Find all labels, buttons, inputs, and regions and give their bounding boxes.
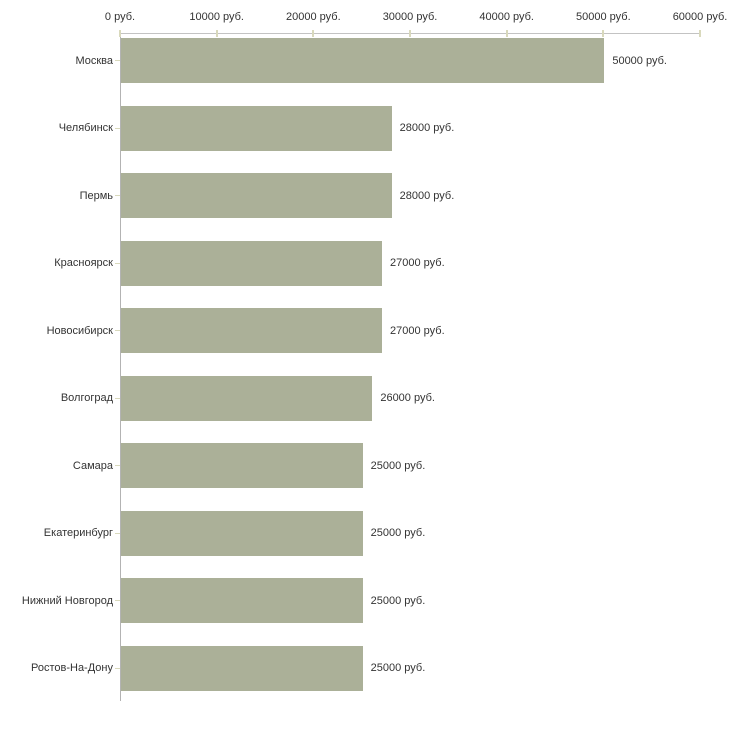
chart-row: Пермь 28000 руб. — [0, 169, 730, 237]
category-label: Новосибирск — [46, 324, 113, 337]
bar-value-label: 28000 руб. — [399, 122, 455, 134]
chart-row: Волгоград 26000 руб. — [0, 372, 730, 440]
bar-value-label: 27000 руб. — [390, 324, 445, 337]
y-axis-tick — [115, 667, 120, 669]
bar-value-label: 25000 руб. — [370, 662, 426, 674]
bar — [121, 645, 363, 691]
bar-value-label: 25000 руб. — [370, 459, 426, 472]
x-axis-tick-label: 50000 руб. — [576, 11, 631, 23]
bar-rows: Москва 50000 руб. Челябинск 28000 руб. П… — [0, 34, 730, 709]
bar-value-label: 27000 руб. — [390, 257, 445, 269]
chart-row: Самара 25000 руб. — [0, 439, 730, 507]
chart-row: Москва 50000 руб. — [0, 34, 730, 102]
x-axis-tick-label: 40000 руб. — [479, 11, 534, 23]
category-label: Нижний Новгород — [21, 594, 113, 607]
x-axis-tick-label: 60000 руб. — [672, 11, 728, 23]
x-axis-tick — [215, 30, 218, 37]
x-axis-tick-label: 0 руб. — [104, 11, 136, 23]
y-axis-tick — [115, 127, 120, 129]
chart-row: Новосибирск 27000 руб. — [0, 304, 730, 372]
x-axis-tick-label: 10000 руб. — [189, 11, 244, 23]
category-label: Волгоград — [60, 392, 113, 404]
chart-row: Ростов-На-Дону 25000 руб. — [0, 642, 730, 710]
category-label: Москва — [75, 54, 113, 67]
category-label: Красноярск — [54, 257, 113, 269]
category-label: Самара — [72, 459, 113, 472]
bar — [121, 173, 392, 218]
bar-value-label: 25000 руб. — [370, 594, 426, 607]
bar — [121, 308, 382, 353]
bar — [121, 240, 382, 286]
y-axis-tick — [115, 600, 120, 601]
bar-value-label: 50000 руб. — [612, 54, 667, 67]
y-axis-tick — [115, 465, 120, 466]
y-axis-line — [120, 33, 121, 701]
chart-row: Екатеринбург 25000 руб. — [0, 507, 730, 575]
category-label: Ростов-На-Дону — [30, 662, 113, 674]
category-label: Екатеринбург — [43, 527, 113, 539]
x-axis-tick-label: 20000 руб. — [286, 11, 341, 23]
x-axis-tick — [602, 30, 605, 37]
bar-value-label: 28000 руб. — [399, 189, 455, 202]
x-axis-tick — [119, 30, 121, 37]
x-axis-tick — [699, 30, 701, 37]
y-axis-tick — [115, 397, 120, 399]
y-axis-tick — [115, 60, 120, 61]
y-axis-tick — [115, 262, 120, 264]
x-axis-tick-label: 30000 руб. — [382, 11, 438, 23]
x-axis-tick — [505, 30, 508, 37]
bar — [121, 105, 392, 151]
chart-row: Челябинск 28000 руб. — [0, 102, 730, 170]
bar-value-label: 26000 руб. — [380, 392, 435, 404]
y-axis-tick — [115, 330, 120, 331]
bar — [121, 510, 363, 556]
bar — [121, 578, 363, 623]
y-axis-tick — [115, 195, 120, 196]
category-label: Пермь — [79, 189, 113, 202]
bar — [121, 38, 605, 83]
x-axis-tick — [409, 30, 411, 37]
category-label: Челябинск — [58, 122, 113, 134]
bar-value-label: 25000 руб. — [370, 527, 426, 539]
chart-row: Нижний Новгород 25000 руб. — [0, 574, 730, 642]
bar — [121, 443, 363, 488]
x-axis-tick — [312, 30, 315, 37]
chart-row: Красноярск 27000 руб. — [0, 237, 730, 305]
y-axis-tick — [115, 532, 120, 534]
bar — [121, 375, 373, 421]
